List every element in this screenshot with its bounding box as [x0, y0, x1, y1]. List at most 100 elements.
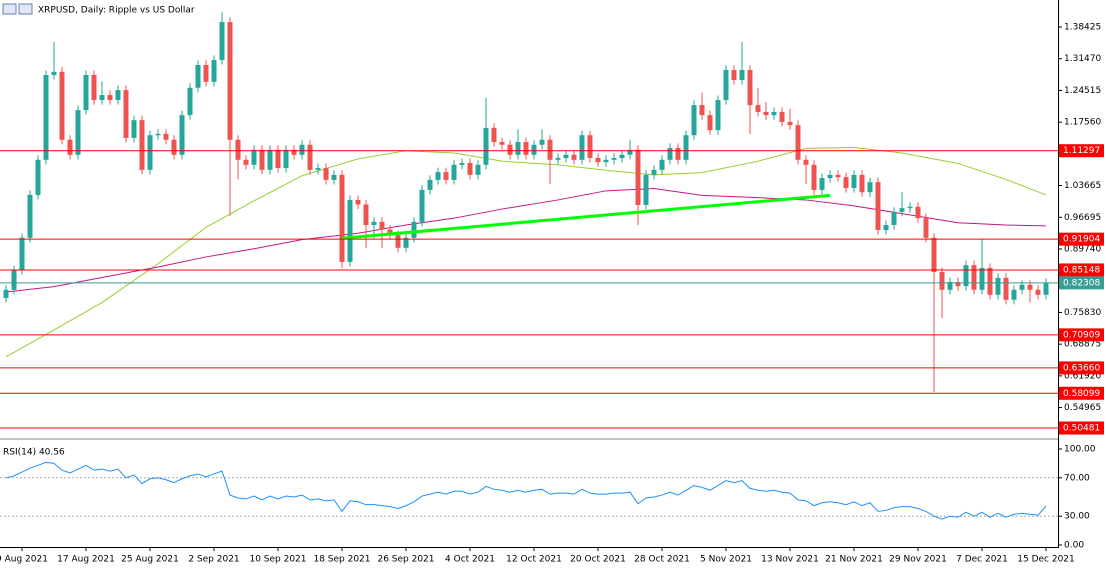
candle-body — [875, 182, 881, 231]
candle-body — [291, 149, 297, 155]
chart-title: XRPUSD, Daily: Ripple vs US Dollar — [38, 6, 195, 16]
candle-body — [699, 105, 705, 116]
candle-body — [355, 199, 361, 205]
candle-body — [251, 149, 257, 165]
candle-body — [835, 174, 841, 178]
candle-body — [99, 95, 105, 101]
candle-body — [211, 59, 217, 82]
level-label-box — [1059, 328, 1104, 342]
candle-body — [107, 95, 113, 101]
candle-body — [771, 111, 777, 116]
candle-body — [3, 289, 9, 298]
x-tick-label: 4 Oct 2021 — [445, 555, 495, 565]
x-tick-label: 9 Aug 2021 — [0, 555, 48, 565]
candle-body — [387, 229, 393, 236]
candle-body — [747, 69, 753, 106]
candle-body — [315, 168, 321, 170]
candle-body — [227, 22, 233, 140]
candle-body — [851, 174, 857, 189]
candle-body — [715, 100, 721, 131]
candle-body — [27, 194, 33, 238]
candle-body — [43, 75, 49, 160]
candle-body — [675, 147, 681, 160]
level-label: 1.11297 — [1063, 146, 1100, 156]
trendline — [341, 193, 831, 240]
candle-body — [203, 64, 209, 82]
candle-body — [539, 139, 545, 145]
candle-body — [371, 221, 377, 226]
candle-body — [547, 139, 553, 160]
candle-body — [867, 182, 873, 193]
level-label: 0.91904 — [1063, 235, 1100, 245]
candle-body — [987, 267, 993, 295]
icon — [18, 3, 33, 15]
x-tick-label: 10 Sep 2021 — [249, 555, 306, 565]
candle-body — [899, 208, 905, 212]
candle-body — [403, 237, 409, 248]
candle-body — [667, 147, 673, 160]
level-label: 0.85148 — [1063, 265, 1100, 275]
candle-body — [339, 174, 345, 262]
level-label-box — [1059, 263, 1104, 277]
candle-body — [907, 206, 913, 209]
y-tick-label: 1.03665 — [1064, 181, 1101, 191]
y-tick-label: 1.38425 — [1064, 23, 1101, 33]
candle-body — [515, 142, 521, 155]
candle-body — [1035, 289, 1041, 295]
x-tick-label: 13 Nov 2021 — [761, 555, 819, 565]
rsi-tick-label: 30.00 — [1064, 512, 1090, 522]
candle-body — [1019, 284, 1025, 290]
candle-body — [451, 164, 457, 180]
candle-body — [635, 149, 641, 205]
candle-body — [219, 22, 225, 60]
candle-body — [939, 271, 945, 290]
candle-body — [627, 149, 633, 155]
candle-body — [947, 282, 953, 290]
candle-body — [803, 159, 809, 165]
rsi-tick-label: 100.00 — [1064, 444, 1096, 454]
y-tick-label: 0.96695 — [1064, 213, 1101, 223]
candle-body — [259, 149, 265, 170]
candle-body — [995, 277, 1001, 295]
candle-body — [683, 135, 689, 160]
candle-body — [651, 169, 657, 175]
candle-body — [347, 199, 353, 262]
candle-body — [411, 221, 417, 238]
candle-body — [147, 135, 153, 170]
y-tick-label: 1.17560 — [1064, 118, 1101, 128]
candle-body — [83, 75, 89, 111]
candle-body — [1011, 289, 1017, 300]
candle-body — [763, 111, 769, 116]
candle-body — [859, 174, 865, 193]
icon — [2, 3, 17, 15]
candle-body — [723, 69, 729, 101]
candle-body — [971, 265, 977, 290]
last-price-box — [1059, 276, 1104, 290]
candle-body — [787, 121, 793, 126]
y-tick-label: 0.75830 — [1064, 308, 1101, 318]
candle-body — [91, 75, 97, 101]
candle-body — [331, 174, 337, 180]
candle-body — [467, 163, 473, 175]
candle-body — [427, 179, 433, 190]
x-tick-label: 15 Dec 2021 — [1017, 555, 1075, 565]
candle-body — [707, 115, 713, 131]
x-tick-label: 18 Sep 2021 — [313, 555, 370, 565]
x-tick-label: 12 Oct 2021 — [506, 555, 562, 565]
candle-body — [891, 211, 897, 226]
x-tick-label: 28 Oct 2021 — [634, 555, 690, 565]
candle-body — [51, 71, 57, 76]
x-tick-label: 2 Sep 2021 — [188, 555, 239, 565]
candle-body — [419, 189, 425, 222]
candle-body — [571, 154, 577, 160]
x-tick-label: 7 Dec 2021 — [956, 555, 1008, 565]
candle-body — [923, 218, 929, 238]
rsi-title: RSI(14) 40.56 — [3, 448, 65, 458]
candle-body — [531, 144, 537, 155]
candle-body — [235, 139, 241, 160]
candle-body — [843, 177, 849, 189]
candle-body — [955, 282, 961, 287]
y-tick-label: 1.24515 — [1064, 86, 1101, 96]
candle-body — [915, 206, 921, 219]
